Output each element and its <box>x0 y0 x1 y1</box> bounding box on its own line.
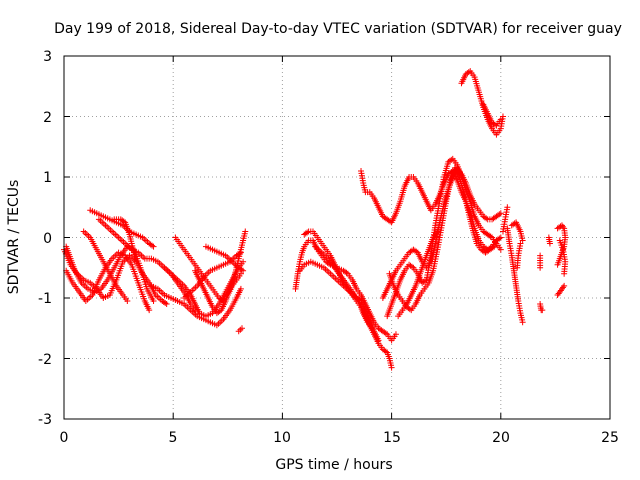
y-tick-label: -1 <box>38 291 52 307</box>
data-point <box>561 282 568 289</box>
data-point <box>497 246 504 253</box>
data-point <box>240 267 247 274</box>
data-point <box>406 306 413 313</box>
data-point <box>238 325 245 332</box>
data-point <box>514 264 521 271</box>
data-point <box>497 234 504 241</box>
data-point <box>487 233 494 240</box>
data-point <box>496 235 503 242</box>
data-point <box>218 297 225 304</box>
data-point <box>133 258 140 265</box>
data-point <box>237 270 244 277</box>
data-point <box>408 263 415 270</box>
data-point <box>124 298 131 305</box>
data-point <box>489 244 496 251</box>
x-tick-label: 5 <box>169 430 178 446</box>
data-point <box>561 270 568 277</box>
data-point <box>546 240 553 247</box>
data-point <box>497 210 504 217</box>
data-point <box>238 266 245 273</box>
data-point <box>539 307 546 314</box>
data-point <box>497 116 504 123</box>
data-point <box>382 348 389 355</box>
data-point <box>388 364 395 371</box>
data-point <box>392 331 399 338</box>
grid <box>64 56 610 419</box>
data-point <box>150 243 157 250</box>
data-point <box>448 156 455 163</box>
data-point <box>491 243 498 250</box>
data-point <box>557 223 564 230</box>
data-point <box>343 269 350 276</box>
data-point <box>537 264 544 271</box>
x-tick-label: 20 <box>492 430 510 446</box>
x-tick-label: 10 <box>273 430 291 446</box>
data-point <box>368 325 375 332</box>
data-point <box>304 229 311 236</box>
data-point <box>150 298 157 305</box>
data-point <box>483 215 490 222</box>
data-point <box>491 121 498 128</box>
y-tick-label: 2 <box>43 110 52 126</box>
y-axis-label: SDTVAR / TECUs <box>6 180 22 295</box>
data-point <box>240 258 247 265</box>
x-tick-label: 25 <box>601 430 619 446</box>
x-tick-label: 0 <box>60 430 69 446</box>
data-point <box>120 218 127 225</box>
data-point <box>382 330 389 337</box>
data-point <box>499 113 506 120</box>
y-tick-label: 3 <box>43 49 52 65</box>
data-point <box>149 242 156 249</box>
chart-title: Day 199 of 2018, Sidereal Day-to-day VTE… <box>54 21 622 37</box>
data-point <box>162 300 169 307</box>
data-point <box>163 301 170 308</box>
data-point <box>519 237 526 244</box>
data-point <box>554 261 561 268</box>
axis-ticks <box>63 55 611 420</box>
data-point <box>465 69 472 76</box>
y-tick-label: -3 <box>38 412 52 428</box>
x-axis-label: GPS time / hours <box>275 457 392 473</box>
data-point <box>519 319 526 326</box>
data-point <box>242 228 249 235</box>
data-point <box>146 307 153 314</box>
x-tick-label: 15 <box>383 430 401 446</box>
data-point <box>434 228 441 235</box>
data-point <box>504 204 511 211</box>
data-point <box>237 285 244 292</box>
data-point <box>496 211 503 218</box>
y-tick-label: 1 <box>43 170 52 186</box>
data-series <box>61 68 569 371</box>
y-tick-label: 0 <box>43 231 52 247</box>
data-point <box>375 337 382 344</box>
y-tick-label: -2 <box>38 352 52 368</box>
